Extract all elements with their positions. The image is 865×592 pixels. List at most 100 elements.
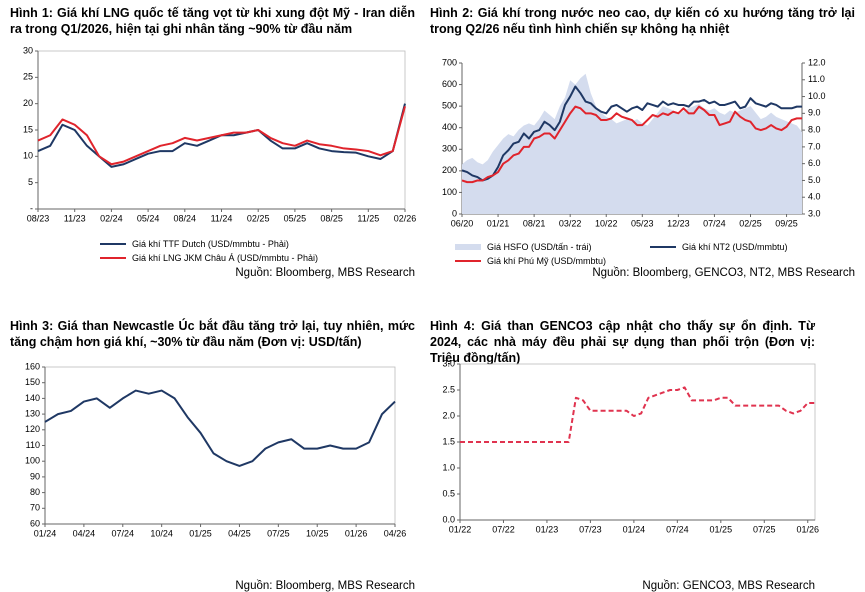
y-tick-label: 1.5 bbox=[442, 436, 455, 446]
y-tick-label: 2.5 bbox=[442, 384, 455, 394]
y-tick-label: 150 bbox=[25, 377, 40, 387]
chart-title: Hình 4: Giá than GENCO3 cập nhật cho thấ… bbox=[430, 319, 815, 365]
source: Nguồn: Bloomberg, GENCO3, NT2, MBS Resea… bbox=[592, 267, 855, 279]
chart-title: Hình 3: Giá than Newcastle Úc bắt đầu tă… bbox=[10, 319, 415, 349]
x-tick-label: 08/21 bbox=[523, 218, 546, 228]
y-tick-label: 2.0 bbox=[442, 410, 455, 420]
line bbox=[37, 106, 406, 166]
x-tick-label: 01/21 bbox=[487, 218, 510, 228]
chart-panel: Hình 4: Giá than GENCO3 cập nhật cho thấ… bbox=[430, 318, 819, 592]
y-tick-label: 30 bbox=[23, 45, 33, 55]
y-tick-label: 110 bbox=[26, 440, 40, 450]
y-tick-label: 100 bbox=[442, 187, 457, 197]
legend-swatch bbox=[650, 246, 676, 248]
chart: 60 70 80 90 100 110 120 130 140 150 160 01/24 04/24 0… bbox=[25, 361, 406, 538]
source: Nguồn: GENCO3, MBS Research bbox=[642, 580, 815, 592]
y-tick-label: 60 bbox=[30, 518, 40, 528]
x-tick-label: 09/25 bbox=[775, 218, 798, 228]
y-tick-label: 400 bbox=[442, 122, 457, 132]
y2-tick-label: 4.0 bbox=[808, 192, 821, 202]
x-tick-label: 07/24 bbox=[703, 218, 726, 228]
y-tick-label: 0.0 bbox=[442, 514, 455, 524]
chart-panel: Hình 1: Giá khí LNG quốc tế tăng vọt từ … bbox=[10, 5, 416, 279]
source: Nguồn: Bloomberg, MBS Research bbox=[235, 580, 415, 592]
x-tick-label: 07/24 bbox=[112, 528, 135, 538]
legend-swatch bbox=[455, 260, 481, 262]
line bbox=[44, 389, 396, 467]
y-tick-label: 20 bbox=[23, 98, 33, 108]
plot-frame bbox=[37, 50, 406, 210]
y2-tick-label: 8.0 bbox=[808, 124, 821, 134]
y-tick-label: 130 bbox=[25, 408, 40, 418]
x-tick-label: 01/26 bbox=[796, 524, 819, 534]
line bbox=[461, 105, 802, 184]
legend-label: Giá khí TTF Dutch (USD/mmbtu - Phải) bbox=[132, 239, 289, 249]
x-tick-label: 07/25 bbox=[753, 524, 776, 534]
x-tick-label: 02/25 bbox=[247, 213, 270, 223]
y-tick-label: 300 bbox=[442, 144, 457, 154]
legend-label: Giá khí LNG JKM Châu Á (USD/mmbtu - Phải… bbox=[132, 253, 319, 263]
y-tick-label: 0.5 bbox=[442, 488, 455, 498]
line bbox=[460, 386, 815, 443]
legend-swatch bbox=[455, 244, 481, 250]
y-tick-label: 500 bbox=[442, 101, 457, 111]
x-tick-label: 08/23 bbox=[27, 213, 50, 223]
legend-label: Giá khí NT2 (USD/mmbtu) bbox=[682, 242, 788, 252]
chart-title: Hình 2: Giá khí trong nước neo cao, dự k… bbox=[430, 6, 855, 36]
legend-item: Giá khí Phú Mỹ (USD/mmbtu) bbox=[455, 256, 650, 266]
chart: 0 100 200 300 400 500 600 700 3.0 4.0 5.0 6.0 7.0 8.0… bbox=[442, 57, 826, 228]
y-tick-label: 70 bbox=[30, 503, 40, 513]
y-tick-label: 140 bbox=[25, 393, 40, 403]
x-tick-label: 01/22 bbox=[449, 524, 472, 534]
x-tick-label: 11/23 bbox=[64, 213, 86, 223]
y-tick-label: 200 bbox=[442, 165, 457, 175]
y2-tick-label: 6.0 bbox=[808, 158, 821, 168]
x-tick-label: 01/24 bbox=[623, 524, 646, 534]
y-tick-label: 5 bbox=[28, 177, 33, 187]
x-tick-label: 07/23 bbox=[579, 524, 602, 534]
y2-tick-label: 9.0 bbox=[808, 108, 821, 118]
x-tick-label: 01/25 bbox=[189, 528, 212, 538]
y2-tick-label: 12.0 bbox=[808, 57, 826, 67]
area bbox=[462, 73, 802, 215]
y2-tick-label: 10.0 bbox=[808, 91, 826, 101]
y-tick-label: 120 bbox=[25, 424, 40, 434]
x-tick-label: 02/24 bbox=[100, 213, 123, 223]
legend: Giá HSFO (USD/tấn - trái) Giá khí NT2 (US… bbox=[455, 240, 845, 268]
x-tick-label: 05/23 bbox=[631, 218, 654, 228]
x-tick-label: 10/25 bbox=[306, 528, 329, 538]
y-tick-label: 3.0 bbox=[442, 358, 455, 368]
x-tick-label: 06/20 bbox=[451, 218, 474, 228]
x-tick-label: 07/22 bbox=[492, 524, 515, 534]
x-tick-label: 01/25 bbox=[710, 524, 733, 534]
x-tick-label: 07/24 bbox=[666, 524, 689, 534]
legend-label: Giá HSFO (USD/tấn - trái) bbox=[487, 242, 592, 252]
y-tick-label: 100 bbox=[25, 456, 40, 466]
y-tick-label: 90 bbox=[30, 471, 40, 481]
legend: Giá khí TTF Dutch (USD/mmbtu - Phải) Giá … bbox=[100, 237, 400, 265]
x-tick-label: 02/25 bbox=[739, 218, 762, 228]
legend-item: Giá khí TTF Dutch (USD/mmbtu - Phải) bbox=[100, 239, 400, 249]
x-tick-label: 10/22 bbox=[595, 218, 618, 228]
y-tick-label: 80 bbox=[30, 487, 40, 497]
legend-item: Giá HSFO (USD/tấn - trái) bbox=[455, 242, 650, 252]
x-tick-label: 11/25 bbox=[357, 213, 379, 223]
x-tick-label: 12/23 bbox=[667, 218, 690, 228]
x-tick-label: 03/22 bbox=[559, 218, 582, 228]
x-tick-label: 01/24 bbox=[34, 528, 57, 538]
x-tick-label: 10/24 bbox=[150, 528, 173, 538]
x-tick-label: 05/24 bbox=[137, 213, 160, 223]
chart: - 5 10 15 20 25 30 08/23 11/23 02/24 05/24 08/24 11/… bbox=[23, 45, 416, 223]
legend-swatch bbox=[100, 243, 126, 245]
legend-item: Giá khí NT2 (USD/mmbtu) bbox=[650, 242, 845, 252]
x-tick-label: 01/23 bbox=[536, 524, 559, 534]
y-tick-label: - bbox=[30, 203, 33, 213]
y2-tick-label: 5.0 bbox=[808, 175, 821, 185]
legend-swatch bbox=[100, 257, 126, 259]
y-tick-label: 700 bbox=[442, 57, 457, 67]
chart-title: Hình 1: Giá khí LNG quốc tế tăng vọt từ … bbox=[10, 6, 415, 36]
line bbox=[461, 85, 802, 182]
x-tick-label: 05/25 bbox=[284, 213, 307, 223]
y2-tick-label: 7.0 bbox=[808, 141, 821, 151]
